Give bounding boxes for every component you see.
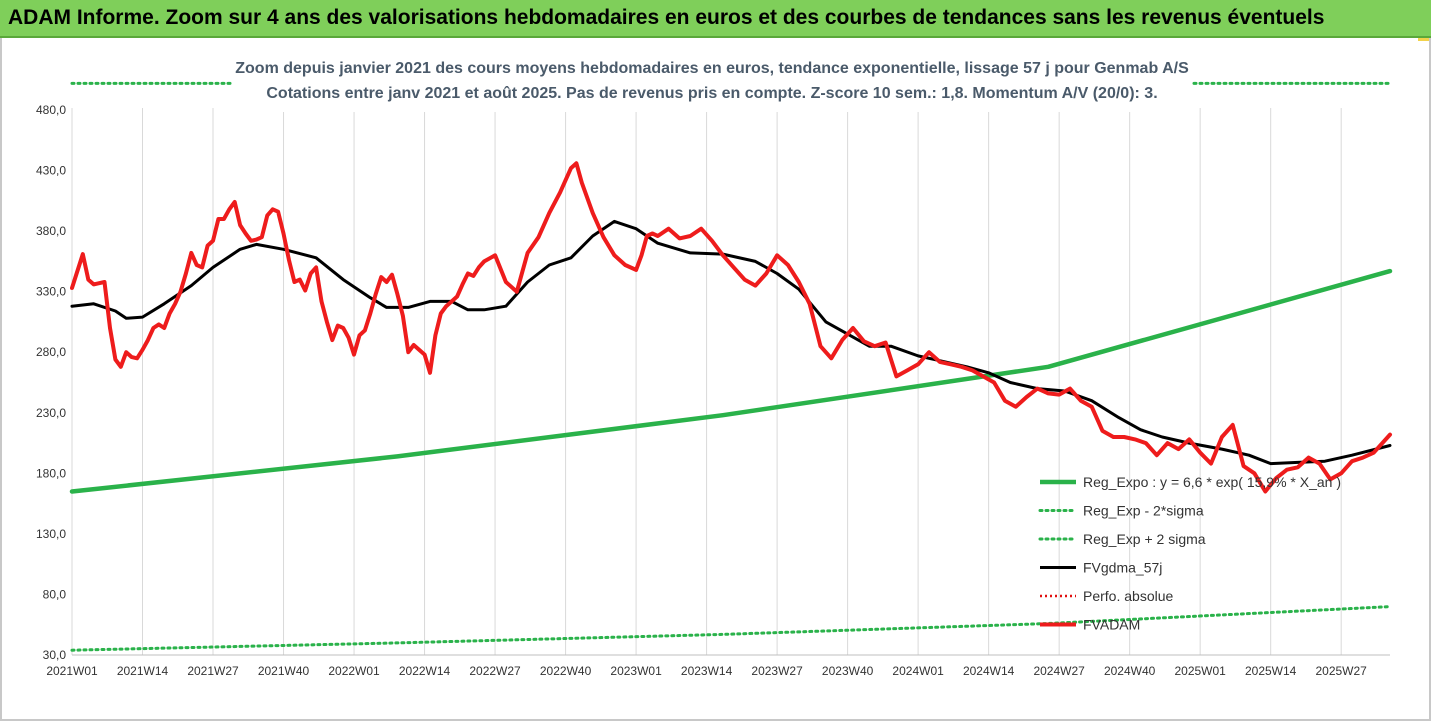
series-line-solid-red xyxy=(70,161,1392,494)
y-tick-label: 430,0 xyxy=(36,164,66,178)
series-line-dotted-green xyxy=(70,605,1392,652)
x-tick-label: 2025W01 xyxy=(1174,664,1226,678)
series-line-solid-black xyxy=(70,219,1392,466)
x-tick-label: 2022W14 xyxy=(399,664,451,678)
x-tick-label: 2023W14 xyxy=(681,664,733,678)
x-tick-label: 2022W01 xyxy=(328,664,380,678)
header-banner: ADAM Informe. Zoom sur 4 ans des valoris… xyxy=(0,0,1431,38)
x-tick-label: 2024W40 xyxy=(1104,664,1156,678)
x-tick-label: 2022W27 xyxy=(469,664,521,678)
y-tick-label: 480,0 xyxy=(36,103,66,117)
legend-label: Reg_Exp + 2 sigma xyxy=(1083,531,1206,547)
x-tick-label: 2024W27 xyxy=(1033,664,1085,678)
chart-title-line1: Zoom depuis janvier 2021 des cours moyen… xyxy=(235,60,1189,77)
legend-label: FVgdma_57j xyxy=(1083,560,1162,576)
x-tick-label: 2025W27 xyxy=(1315,664,1367,678)
y-tick-label: 330,0 xyxy=(36,285,66,299)
legend-label: FVADAM xyxy=(1083,617,1140,633)
x-tick-label: 2021W14 xyxy=(117,664,169,678)
plot-area-border xyxy=(0,38,1431,721)
x-tick-label: 2021W01 xyxy=(46,664,98,678)
series-line-solid-green xyxy=(69,268,1393,494)
x-tick-label: 2021W27 xyxy=(187,664,239,678)
x-tick-label: 2022W40 xyxy=(540,664,592,678)
x-tick-label: 2024W14 xyxy=(963,664,1015,678)
chart-title-line2: Cotations entre janv 2021 et août 2025. … xyxy=(266,85,1158,102)
y-tick-label: 380,0 xyxy=(36,224,66,238)
x-tick-label: 2025W14 xyxy=(1245,664,1297,678)
x-tick-label: 2023W01 xyxy=(610,664,662,678)
legend-label: Perfo. absolue xyxy=(1083,588,1173,604)
x-tick-label: 2024W01 xyxy=(892,664,944,678)
corner-marker xyxy=(1418,38,1431,41)
banner-title: ADAM Informe. Zoom sur 4 ans des valoris… xyxy=(8,6,1325,29)
legend-label: Reg_Expo : y = 6,6 * exp( 15,9% * X_an ) xyxy=(1083,474,1341,490)
y-tick-label: 230,0 xyxy=(36,406,66,420)
y-tick-label: 280,0 xyxy=(36,345,66,359)
y-tick-label: 180,0 xyxy=(36,466,66,480)
y-tick-label: 130,0 xyxy=(36,527,66,541)
x-tick-label: 2021W40 xyxy=(258,664,310,678)
x-tick-label: 2023W27 xyxy=(751,664,803,678)
y-tick-label: 80,0 xyxy=(43,587,67,601)
chart-title-box: Zoom depuis janvier 2021 des cours moyen… xyxy=(232,56,1192,112)
x-tick-label: 2023W40 xyxy=(822,664,874,678)
legend-label: Reg_Exp - 2*sigma xyxy=(1083,503,1204,519)
y-tick-label: 30,0 xyxy=(43,648,67,662)
